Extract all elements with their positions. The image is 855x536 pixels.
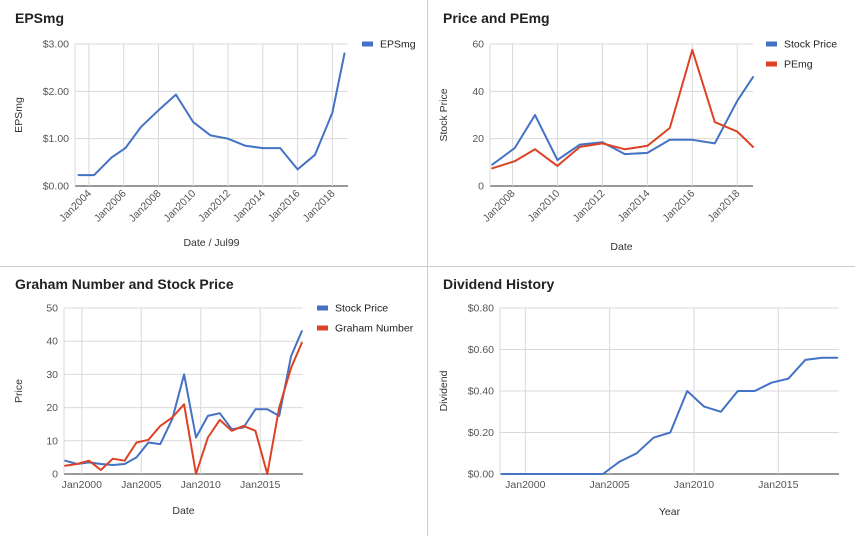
chart-title: Dividend History bbox=[443, 276, 554, 292]
y-tick-label: 40 bbox=[472, 86, 484, 98]
y-tick-label: 30 bbox=[46, 369, 58, 381]
x-tick-label: Jan2000 bbox=[505, 479, 545, 491]
chart-title: EPSmg bbox=[15, 10, 64, 26]
x-axis-label: Year bbox=[659, 506, 681, 518]
series-line-dividend bbox=[500, 356, 839, 475]
legend-swatch bbox=[766, 41, 777, 47]
legend-label[interactable]: Graham Number bbox=[335, 323, 414, 335]
y-tick-label: $3.00 bbox=[43, 39, 69, 51]
legend-label[interactable]: Stock Price bbox=[335, 303, 388, 315]
y-tick-label: 0 bbox=[52, 469, 58, 481]
y-axis-label: Dividend bbox=[438, 370, 450, 411]
series-line-stock-price bbox=[64, 330, 303, 466]
y-tick-label: $0.00 bbox=[468, 469, 494, 481]
x-tick-label: Jan2018 bbox=[300, 188, 337, 225]
chart-title: Graham Number and Stock Price bbox=[15, 276, 234, 292]
x-tick-label: Jan2005 bbox=[589, 479, 629, 491]
x-tick-label: Jan2015 bbox=[758, 479, 798, 491]
x-tick-label: Jan2000 bbox=[62, 479, 102, 491]
legend-swatch bbox=[362, 41, 373, 47]
y-tick-label: $2.00 bbox=[43, 86, 69, 98]
y-tick-label: $0.20 bbox=[468, 427, 494, 439]
legend-label[interactable]: Stock Price bbox=[784, 39, 837, 51]
y-tick-label: 50 bbox=[46, 303, 58, 315]
x-axis-label: Date / Jul99 bbox=[183, 237, 239, 249]
y-tick-label: $0.00 bbox=[43, 181, 69, 193]
legend-swatch bbox=[317, 305, 328, 311]
x-tick-label: Jan2015 bbox=[240, 479, 280, 491]
x-tick-label: Jan2004 bbox=[57, 188, 94, 225]
y-axis-label: Stock Price bbox=[438, 88, 450, 141]
x-axis-label: Date bbox=[172, 505, 194, 517]
chart-svg: Graham Number and Stock Price 0 10 20 30 40 50… bbox=[13, 276, 414, 517]
chart-svg: EPSmg$0.00$1.00$2.00$3.00Jan2004Jan2006J… bbox=[13, 10, 416, 249]
x-tick-label: Jan2010 bbox=[181, 479, 221, 491]
chart-svg: Dividend History $0.00 $0.20 $0.40 $0.60 $0.8… bbox=[438, 276, 839, 518]
x-tick-label: Jan2018 bbox=[705, 188, 742, 225]
y-tick-label: 60 bbox=[472, 39, 484, 51]
price-pemg-chart-panel: Price and PEmg 0 20 40 60 Jan2008 Jan2010 Jan20… bbox=[428, 0, 855, 266]
horizontal-divider bbox=[0, 266, 855, 267]
y-tick-label: 20 bbox=[46, 402, 58, 414]
y-tick-label: 40 bbox=[46, 336, 58, 348]
x-tick-label: Jan2016 bbox=[660, 188, 697, 225]
legend-swatch bbox=[766, 61, 777, 67]
series-line-graham-number bbox=[64, 341, 303, 475]
y-tick-label: 20 bbox=[472, 133, 484, 145]
legend-label[interactable]: PEmg bbox=[784, 59, 813, 71]
x-tick-label: Jan2010 bbox=[674, 479, 714, 491]
graham-number-chart-panel: Graham Number and Stock Price 0 10 20 30 40 50… bbox=[0, 267, 427, 536]
chart-title: Price and PEmg bbox=[443, 10, 550, 26]
y-tick-label: $0.60 bbox=[468, 344, 494, 356]
dividend-history-chart-panel: Dividend History $0.00 $0.20 $0.40 $0.60 $0.8… bbox=[428, 267, 855, 536]
y-tick-label: $0.40 bbox=[468, 386, 494, 398]
x-tick-label: Jan2010 bbox=[526, 188, 563, 225]
series-line-stock-price bbox=[491, 76, 754, 166]
legend-label[interactable]: EPSmg bbox=[380, 39, 416, 51]
y-tick-label: 0 bbox=[478, 181, 484, 193]
x-axis-label: Date bbox=[610, 241, 632, 253]
x-tick-label: Jan2005 bbox=[121, 479, 161, 491]
y-tick-label: 10 bbox=[46, 435, 58, 447]
x-tick-label: Jan2012 bbox=[196, 188, 233, 225]
vertical-divider bbox=[427, 0, 428, 536]
y-axis-label: EPSmg bbox=[13, 97, 25, 133]
epsmg-chart-panel: EPSmg $0.00 $1.00 $2.00 $3.00 Jan2004 Jan2006 J… bbox=[0, 0, 427, 266]
series-line-pemg bbox=[491, 48, 754, 170]
x-tick-label: Jan2014 bbox=[615, 188, 652, 225]
y-axis-label: Price bbox=[13, 379, 25, 403]
y-tick-label: $1.00 bbox=[43, 133, 69, 145]
x-tick-label: Jan2006 bbox=[92, 188, 129, 225]
legend-swatch bbox=[317, 325, 328, 331]
x-tick-label: Jan2012 bbox=[571, 188, 608, 225]
x-tick-label: Jan2008 bbox=[481, 188, 518, 225]
x-tick-label: Jan2014 bbox=[231, 188, 268, 225]
series-line-epsmg bbox=[77, 52, 346, 177]
x-tick-label: Jan2016 bbox=[266, 188, 303, 225]
y-tick-label: $0.80 bbox=[468, 303, 494, 315]
x-tick-label: Jan2008 bbox=[127, 188, 164, 225]
x-tick-label: Jan2010 bbox=[161, 188, 198, 225]
